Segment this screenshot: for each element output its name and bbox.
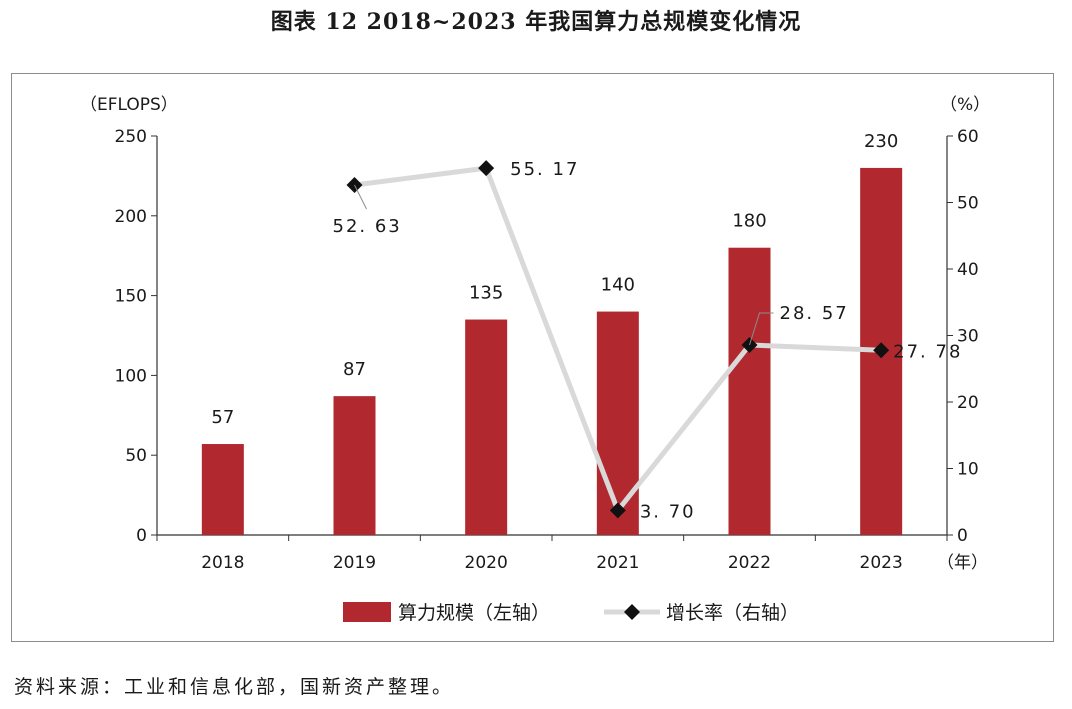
- rate-label-leader: [354, 184, 367, 210]
- y-left-tick-label: 150: [115, 287, 147, 307]
- y-left-tick-label: 50: [125, 446, 147, 466]
- x-tick-label: 2022: [728, 553, 771, 573]
- y-left-tick-label: 0: [136, 526, 147, 546]
- y-left-unit: （EFLOPS）: [80, 95, 178, 115]
- legend-label-line: 增长率（右轴）: [666, 602, 799, 624]
- bar-label-2022: 180: [732, 211, 766, 232]
- bar-label-2021: 140: [601, 275, 635, 296]
- x-tick-label: 2021: [596, 553, 639, 573]
- x-tick-label: 2020: [465, 553, 508, 573]
- bar-label-2020: 135: [469, 283, 503, 304]
- bar-2021: [596, 311, 639, 535]
- y-right-tick-label: 60: [957, 127, 979, 147]
- legend-label-bar: 算力规模（左轴）: [398, 602, 550, 624]
- y-right-tick-label: 10: [957, 460, 979, 480]
- rate-marker-2023: [873, 342, 890, 359]
- rate-marker-2020: [478, 160, 495, 177]
- x-unit: （年）: [937, 553, 988, 573]
- rate-label-2023: 27. 78: [893, 341, 962, 362]
- bar-label-2018: 57: [211, 407, 234, 428]
- bar-label-2019: 87: [343, 359, 366, 380]
- x-tick-label: 2023: [860, 553, 903, 573]
- rate-label-2022: 28. 57: [780, 303, 849, 324]
- chart-frame: [11, 73, 1054, 642]
- y-right-tick-label: 20: [957, 393, 979, 413]
- bar-2018: [201, 444, 244, 535]
- y-right-unit: （%）: [940, 95, 990, 115]
- bar-2022: [728, 247, 771, 535]
- rate-marker-2021: [609, 502, 626, 519]
- y-left-tick-label: 200: [115, 207, 147, 227]
- figure-title: 图表 12 2018~2023 年我国算力总规模变化情况: [270, 9, 802, 35]
- y-left-tick-label: 100: [115, 366, 147, 386]
- rate-label-2021: 3. 70: [640, 501, 696, 522]
- legend-swatch-bar: [343, 602, 391, 622]
- y-right-tick-label: 0: [957, 526, 968, 546]
- y-right-tick-label: 50: [957, 194, 979, 214]
- y-left-tick-label: 250: [115, 127, 147, 147]
- legend-swatch-marker: [624, 604, 640, 620]
- y-right-tick-label: 40: [957, 260, 979, 280]
- source-note: 资料来源：工业和信息化部，国新资产整理。: [14, 676, 455, 698]
- y-right-tick-label: 30: [957, 327, 979, 347]
- rate-label-2020: 55. 17: [510, 159, 579, 180]
- rate-label-2019: 52. 63: [333, 216, 402, 237]
- x-tick-label: 2018: [201, 553, 244, 573]
- bar-label-2023: 230: [864, 131, 898, 152]
- bar-2020: [465, 319, 508, 535]
- rate-label-leader: [749, 312, 774, 346]
- x-tick-label: 2019: [333, 553, 376, 573]
- bar-2019: [333, 396, 376, 535]
